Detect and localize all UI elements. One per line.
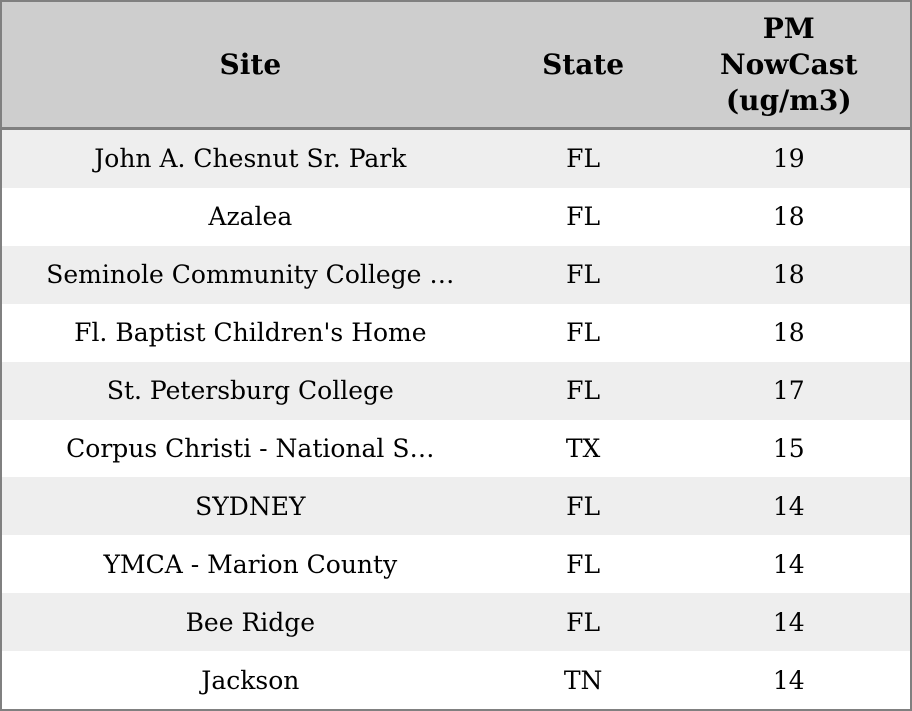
table-body: John A. Chesnut Sr. Park FL 19 Azalea FL… xyxy=(2,130,910,709)
pm-value-cell: 18 xyxy=(772,202,805,232)
column-header-pm-nowcast: PM NowCast (ug/m3) xyxy=(720,11,858,117)
table-row: SYDNEY FL 14 xyxy=(2,477,910,536)
site-cell: Corpus Christi - National S… xyxy=(66,433,435,463)
table-row: Azalea FL 18 xyxy=(2,187,910,246)
site-cell: Bee Ridge xyxy=(185,607,316,637)
state-cell: FL xyxy=(566,607,601,637)
pm-value-cell: 14 xyxy=(772,607,805,637)
state-cell: FL xyxy=(566,318,601,348)
site-cell: Azalea xyxy=(208,202,293,232)
table-row: Fl. Baptist Children's Home FL 18 xyxy=(2,303,910,362)
state-cell: FL xyxy=(566,144,601,174)
site-cell: Fl. Baptist Children's Home xyxy=(74,318,427,348)
state-cell: FL xyxy=(566,376,601,406)
pm-value-cell: 18 xyxy=(772,318,805,348)
pm-value-cell: 18 xyxy=(772,260,805,290)
state-cell: FL xyxy=(566,202,601,232)
site-cell: Seminole Community College … xyxy=(46,260,455,290)
site-cell: St. Petersburg College xyxy=(106,376,394,406)
table-row: YMCA - Marion County FL 14 xyxy=(2,535,910,594)
table-row: Seminole Community College … FL 18 xyxy=(2,245,910,304)
table-row: Corpus Christi - National S… TX 15 xyxy=(2,419,910,478)
table-row: Bee Ridge FL 14 xyxy=(2,593,910,652)
column-header-state: State xyxy=(542,47,625,81)
site-cell: John A. Chesnut Sr. Park xyxy=(94,144,407,174)
table-row: John A. Chesnut Sr. Park FL 19 xyxy=(2,130,910,188)
column-header-site: Site xyxy=(219,47,282,81)
state-cell: FL xyxy=(566,549,601,579)
state-cell: TN xyxy=(563,665,603,695)
table-row: St. Petersburg College FL 17 xyxy=(2,361,910,420)
state-cell: FL xyxy=(566,260,601,290)
pm-value-cell: 15 xyxy=(772,433,805,463)
state-cell: FL xyxy=(566,491,601,521)
pm-value-cell: 14 xyxy=(772,665,805,695)
site-cell: YMCA - Marion County xyxy=(103,549,398,579)
site-cell: SYDNEY xyxy=(195,491,306,521)
pm-value-cell: 17 xyxy=(772,376,805,406)
site-cell: Jackson xyxy=(201,665,300,695)
pm-value-cell: 14 xyxy=(772,491,805,521)
table-header-row: Site State PM NowCast (ug/m3) xyxy=(2,2,910,130)
state-cell: TX xyxy=(565,433,601,463)
pm-value-cell: 14 xyxy=(772,549,805,579)
table-row: Jackson TN 14 xyxy=(2,651,910,709)
pm-value-cell: 19 xyxy=(772,144,805,174)
